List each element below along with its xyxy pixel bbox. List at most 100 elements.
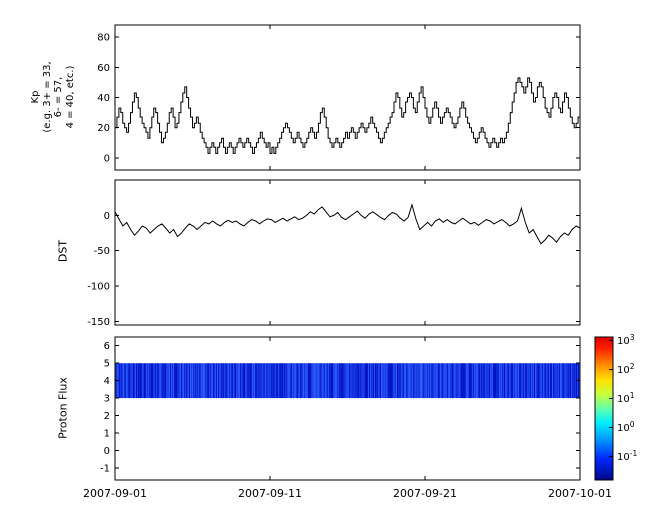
proton-flux-band-column — [564, 363, 565, 399]
proton-flux-band-column — [221, 363, 222, 399]
proton-flux-band-column — [473, 363, 474, 399]
y-tick-label: 0 — [104, 153, 110, 164]
proton-flux-band-column — [493, 363, 494, 399]
proton-flux-band-column — [121, 363, 122, 399]
colorbar — [594, 336, 614, 481]
proton-flux-band-column — [128, 363, 129, 399]
proton-flux-band-column — [571, 363, 572, 399]
proton-flux-band-column — [394, 363, 395, 399]
proton-flux-band-column — [153, 363, 154, 399]
proton-flux-band-column — [476, 363, 477, 399]
proton-flux-band-column — [180, 363, 181, 399]
proton-flux-band-column — [229, 363, 230, 399]
proton-flux-band-column — [506, 363, 507, 399]
colorbar-tick-label: 102 — [617, 362, 635, 376]
y-tick-label: -50 — [94, 246, 110, 257]
proton-flux-band-column — [438, 363, 439, 399]
proton-flux-band-column — [333, 363, 334, 399]
proton-flux-band-column — [216, 363, 217, 399]
proton-flux-band-column — [540, 363, 541, 399]
proton-flux-band-column — [478, 363, 479, 399]
proton-flux-band-column — [546, 363, 547, 399]
proton-flux-band-column — [469, 363, 470, 399]
proton-flux-band-column — [409, 363, 410, 399]
proton-flux-band-column — [400, 363, 401, 399]
proton-flux-band-column — [319, 363, 320, 399]
proton-flux-band-column — [310, 363, 311, 399]
proton-flux-band-column — [172, 363, 173, 399]
proton-flux-band-column — [545, 363, 546, 399]
proton-flux-band-column — [173, 363, 174, 399]
proton-flux-band-column — [392, 363, 393, 399]
proton-flux-band-column — [434, 363, 435, 399]
proton-flux-band-column — [327, 363, 328, 399]
proton-flux-band-column — [294, 363, 295, 399]
proton-flux-band-column — [515, 363, 516, 399]
proton-flux-band-column — [297, 363, 298, 399]
proton-flux-band-column — [344, 363, 345, 399]
proton-flux-band-column — [533, 363, 534, 399]
dst-panel-border — [114, 179, 581, 326]
proton-flux-band-column — [181, 363, 182, 399]
proton-flux-band-column — [484, 363, 485, 399]
proton-flux-band-column — [535, 363, 536, 399]
y-tick-label: 20 — [97, 123, 110, 134]
proton-flux-band-column — [376, 363, 377, 399]
proton-flux-axis-label: Proton Flux — [56, 377, 70, 439]
proton-flux-band-column — [527, 363, 528, 399]
proton-flux-band-column — [341, 363, 342, 399]
proton-flux-band-column — [179, 363, 180, 399]
proton-flux-band-column — [421, 363, 422, 399]
proton-flux-band-column — [410, 363, 411, 399]
proton-flux-band-column — [352, 363, 353, 399]
proton-flux-band-column — [523, 363, 524, 399]
proton-flux-band-column — [435, 363, 436, 399]
proton-flux-band-column — [264, 363, 265, 399]
kp-axis-label-line-1: Kp — [30, 90, 41, 104]
proton-flux-band-column — [399, 363, 400, 399]
colorbar-tick-label: 103 — [617, 333, 635, 347]
proton-flux-band-column — [223, 363, 224, 399]
proton-flux-band-column — [266, 363, 267, 399]
proton-flux-band-column — [411, 363, 412, 399]
proton-flux-band-column — [165, 363, 166, 399]
dst-axis-label: DST — [56, 239, 70, 263]
proton-flux-band-column — [343, 363, 344, 399]
proton-flux-band-column — [442, 363, 443, 399]
proton-flux-band-column — [359, 363, 360, 399]
proton-flux-band-column — [486, 363, 487, 399]
proton-flux-band-column — [169, 363, 170, 399]
proton-flux-band-column — [293, 363, 294, 399]
proton-flux-band-column — [364, 363, 365, 399]
proton-flux-band-column — [415, 363, 416, 399]
proton-flux-band-column — [244, 363, 245, 399]
proton-flux-band-column — [403, 363, 404, 399]
proton-flux-band-column — [423, 363, 424, 399]
proton-flux-band-column — [233, 363, 234, 399]
proton-flux-band-column — [129, 363, 130, 399]
y-tick-label: 2 — [104, 411, 110, 422]
proton-flux-band-column — [378, 363, 379, 399]
proton-flux-band-column — [134, 363, 135, 399]
proton-flux-band-column — [131, 363, 132, 399]
proton-flux-band-column — [291, 363, 292, 399]
proton-flux-band-column — [449, 363, 450, 399]
proton-flux-band-column — [441, 363, 442, 399]
proton-flux-band-column — [428, 363, 429, 399]
proton-flux-band-column — [498, 363, 499, 399]
proton-flux-band-column — [511, 363, 512, 399]
proton-flux-band-column — [566, 363, 567, 399]
proton-flux-band-column — [529, 363, 530, 399]
proton-flux-band-column — [437, 363, 438, 399]
proton-flux-band-column — [178, 363, 179, 399]
proton-flux-band-column — [565, 363, 566, 399]
proton-flux-band-column — [453, 363, 454, 399]
proton-flux-band-column — [120, 363, 121, 399]
proton-flux-band-column — [211, 363, 212, 399]
proton-flux-band-column — [201, 363, 202, 399]
proton-flux-band-column — [550, 363, 551, 399]
proton-flux-band-column — [374, 363, 375, 399]
proton-flux-band-column — [556, 363, 557, 399]
proton-flux-band-column — [538, 363, 539, 399]
proton-flux-band-column — [336, 363, 337, 399]
